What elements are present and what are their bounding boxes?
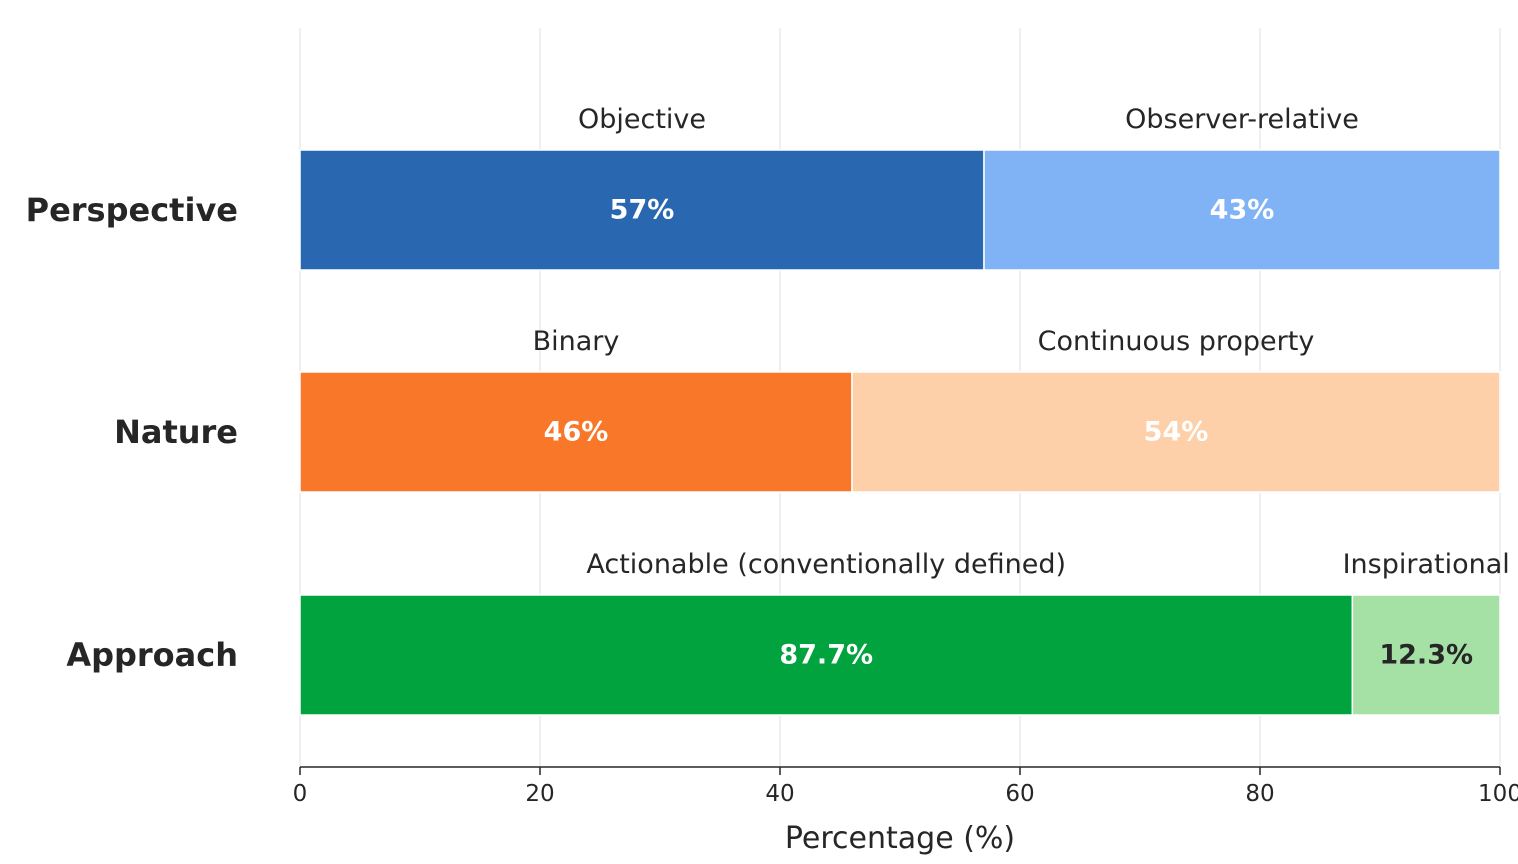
x-axis-label: Percentage (%) [785, 821, 1015, 856]
value-label-2-1: 12.3% [1379, 640, 1473, 671]
x-tick-label-60: 60 [1005, 781, 1034, 807]
x-tick-label-80: 80 [1245, 781, 1274, 807]
x-tick-label-100: 100 [1478, 781, 1518, 807]
segment-label-0-1: Observer-relative [1125, 104, 1359, 135]
row-label-2: Approach [66, 636, 238, 674]
value-label-1-1: 54% [1144, 417, 1209, 448]
bar-segment-0-0 [299, 149, 985, 271]
x-tick-label-0: 0 [293, 781, 308, 807]
x-tick-label-40: 40 [765, 781, 794, 807]
value-label-0-1: 43% [1210, 195, 1275, 226]
bar-segment-1-0 [299, 371, 853, 493]
segment-label-1-1: Continuous property [1038, 326, 1315, 357]
segment-label-0-0: Objective [578, 104, 706, 135]
value-label-0-0: 57% [610, 195, 675, 226]
bars: Perspective 57% Objective 43% Observer-relat… [26, 104, 1510, 716]
x-axis: Percentage (%) 0 20 40 60 80 100 [293, 766, 1518, 856]
row-label-0: Perspective [26, 191, 238, 229]
row-label-1: Nature [114, 413, 238, 451]
segment-label-1-0: Binary [533, 326, 620, 357]
x-tick-label-20: 20 [525, 781, 554, 807]
value-label-1-0: 46% [544, 417, 609, 448]
bar-segment-2-0 [299, 594, 1354, 716]
segment-label-2-1: Inspirational [1343, 549, 1510, 580]
segment-label-2-0: Actionable (conventionally defined) [586, 549, 1066, 580]
bar-segment-2-1 [1351, 594, 1501, 716]
bar-segment-0-1 [983, 149, 1501, 271]
bar-segment-1-1 [851, 371, 1501, 493]
value-label-2-0: 87.7% [779, 640, 873, 671]
